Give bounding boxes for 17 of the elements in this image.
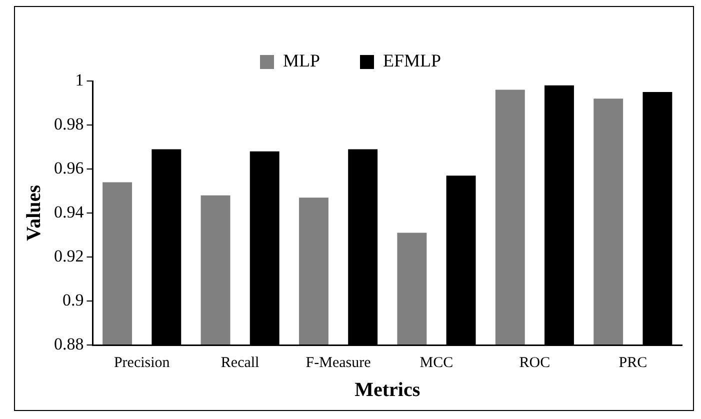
x-tick-label: Precision	[114, 354, 170, 371]
x-axis-title: Metrics	[354, 379, 420, 402]
x-tick-label: F-Measure	[306, 354, 372, 371]
x-tick-label: PRC	[618, 354, 648, 371]
legend-label: MLP	[282, 50, 320, 71]
y-tick-label: 0.92	[54, 246, 84, 266]
x-tick-label: Recall	[220, 354, 260, 371]
x-tick-label: MCC	[420, 354, 454, 371]
y-tick-label: 0.94	[54, 202, 84, 222]
legend-label: EFMLP	[382, 50, 442, 71]
y-tick-label: 0.88	[54, 334, 84, 354]
y-tick-label: 0.98	[54, 114, 84, 134]
y-tick-label: 0.96	[54, 158, 84, 178]
y-tick-label: 0.9	[62, 290, 84, 310]
y-tick-label: 1	[75, 70, 84, 90]
y-axis-title: Values	[23, 184, 46, 241]
x-tick-label: ROC	[519, 354, 550, 371]
